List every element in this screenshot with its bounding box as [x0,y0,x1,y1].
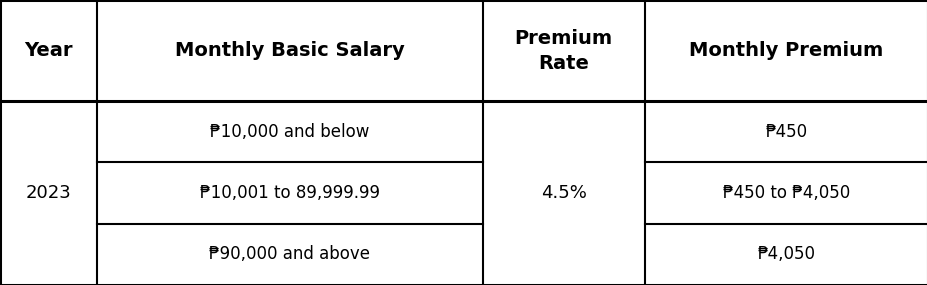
Text: ₱10,001 to 89,999.99: ₱10,001 to 89,999.99 [200,184,379,202]
Text: ₱10,000 and below: ₱10,000 and below [210,123,369,141]
Text: 4.5%: 4.5% [540,184,586,202]
Text: Year: Year [24,41,73,60]
Text: 2023: 2023 [26,184,71,202]
Text: ₱450: ₱450 [765,123,806,141]
Text: Monthly Basic Salary: Monthly Basic Salary [175,41,404,60]
Text: Monthly Premium: Monthly Premium [689,41,883,60]
Text: ₱4,050: ₱4,050 [756,245,815,263]
Text: Premium
Rate: Premium Rate [514,28,612,73]
Text: ₱450 to ₱4,050: ₱450 to ₱4,050 [722,184,849,202]
Text: ₱90,000 and above: ₱90,000 and above [210,245,370,263]
